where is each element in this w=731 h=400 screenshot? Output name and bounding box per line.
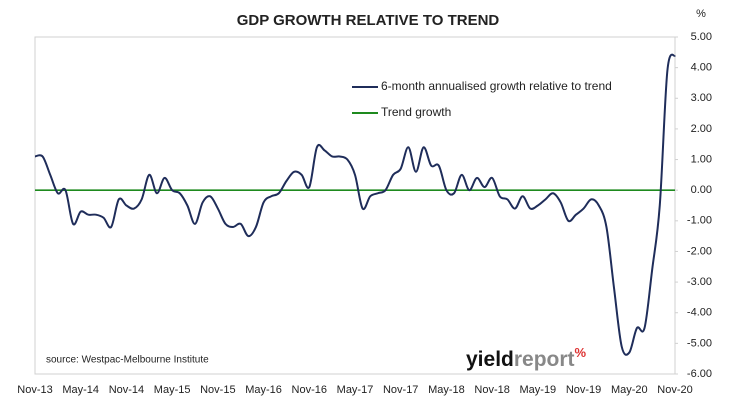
x-tick-label: May-17 — [337, 384, 374, 396]
y-axis-unit: % — [696, 8, 706, 20]
logo-part: % — [575, 345, 587, 360]
x-tick-label: May-16 — [245, 384, 282, 396]
series-line — [34, 53, 676, 356]
y-tick-label: 1.00 — [691, 153, 712, 165]
x-tick-label: May-20 — [611, 384, 648, 396]
y-tick-label: -3.00 — [687, 276, 712, 288]
x-tick-label: May-15 — [154, 384, 191, 396]
logo: yieldreport% — [466, 345, 587, 370]
y-tick-label: 2.00 — [691, 123, 712, 135]
x-tick-label: May-18 — [428, 384, 465, 396]
x-tick-label: May-14 — [62, 384, 99, 396]
y-tick-label: -2.00 — [687, 245, 712, 257]
y-tick-label: 5.00 — [691, 31, 712, 43]
x-tick-label: Nov-16 — [292, 384, 327, 396]
logo-part: report — [514, 348, 575, 371]
x-tick-label: Nov-15 — [200, 384, 235, 396]
y-tick-label: -5.00 — [687, 337, 712, 349]
x-tick-label: May-19 — [520, 384, 557, 396]
x-tick-label: Nov-17 — [383, 384, 418, 396]
x-tick-label: Nov-19 — [566, 384, 601, 396]
y-tick-label: -1.00 — [687, 215, 712, 227]
y-tick-label: -4.00 — [687, 307, 712, 319]
chart-title: GDP GROWTH RELATIVE TO TREND — [237, 12, 500, 29]
x-tick-label: Nov-14 — [109, 384, 144, 396]
y-tick-label: 3.00 — [691, 92, 712, 104]
source-note: source: Westpac-Melbourne Institute — [46, 355, 209, 366]
legend-label: Trend growth — [381, 105, 451, 119]
x-tick-label: Nov-13 — [17, 384, 52, 396]
logo-part: yield — [466, 348, 514, 371]
x-tick-label: Nov-20 — [657, 384, 692, 396]
plot-frame — [34, 36, 676, 375]
y-tick-label: 0.00 — [691, 184, 712, 196]
x-tick-label: Nov-18 — [474, 384, 509, 396]
legend-label: 6-month annualised growth relative to tr… — [381, 79, 612, 93]
y-tick-label: 4.00 — [691, 62, 712, 74]
y-tick-label: -6.00 — [687, 368, 712, 380]
